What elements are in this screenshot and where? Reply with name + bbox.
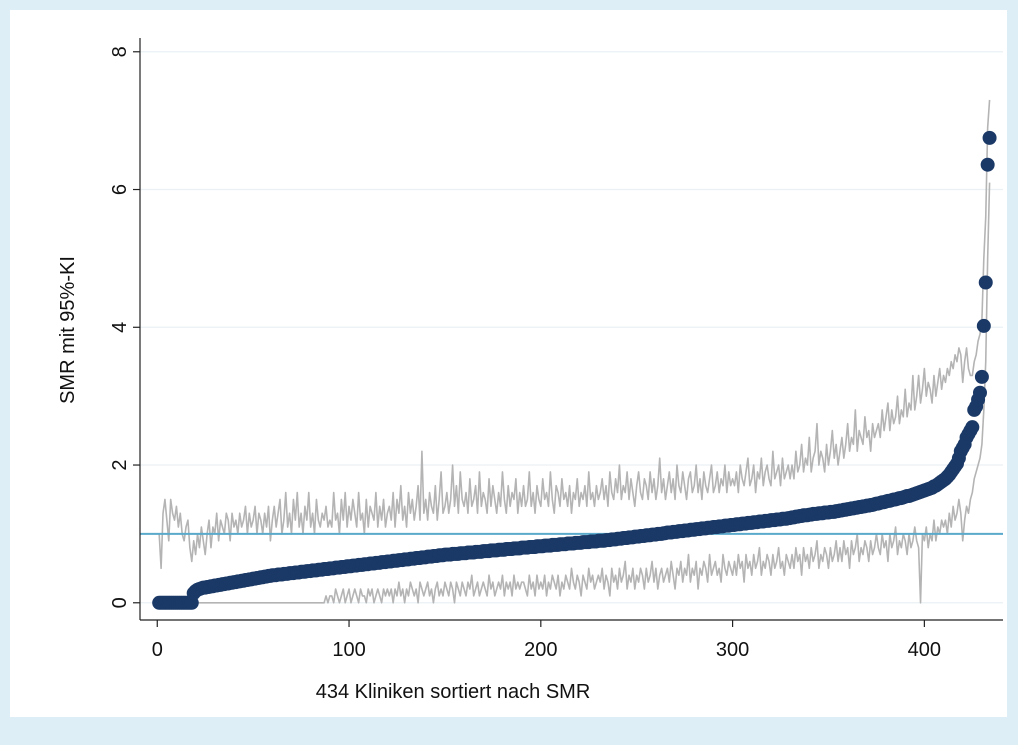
y-axis-label: SMR mit 95%-KI (57, 256, 79, 404)
x-axis-label: 434 Kliniken sortiert nach SMR (316, 681, 591, 703)
y-tick-label: 2 (109, 459, 131, 470)
y-tick-label: 6 (109, 184, 131, 195)
point (978, 275, 993, 290)
point (965, 420, 980, 435)
x-tick-label: 100 (332, 639, 365, 661)
axes: 0 2 4 6 8 0 100 200 300 400 (109, 38, 1003, 661)
x-tick-label: 200 (524, 639, 557, 661)
marks (140, 99, 1003, 610)
point (974, 369, 989, 384)
point (980, 157, 995, 172)
y-tick-label: 0 (109, 597, 131, 608)
x-tick-label: 400 (908, 639, 941, 661)
point (976, 318, 991, 333)
ci-line (159, 182, 991, 604)
plot-panel (10, 10, 1007, 717)
y-tick-label: 4 (109, 322, 131, 333)
point (982, 130, 997, 145)
x-tick-label: 300 (716, 639, 749, 661)
y-tick-label: 8 (109, 46, 131, 57)
x-tick-label: 0 (152, 639, 163, 661)
point (972, 385, 987, 400)
ci-line (158, 99, 991, 570)
